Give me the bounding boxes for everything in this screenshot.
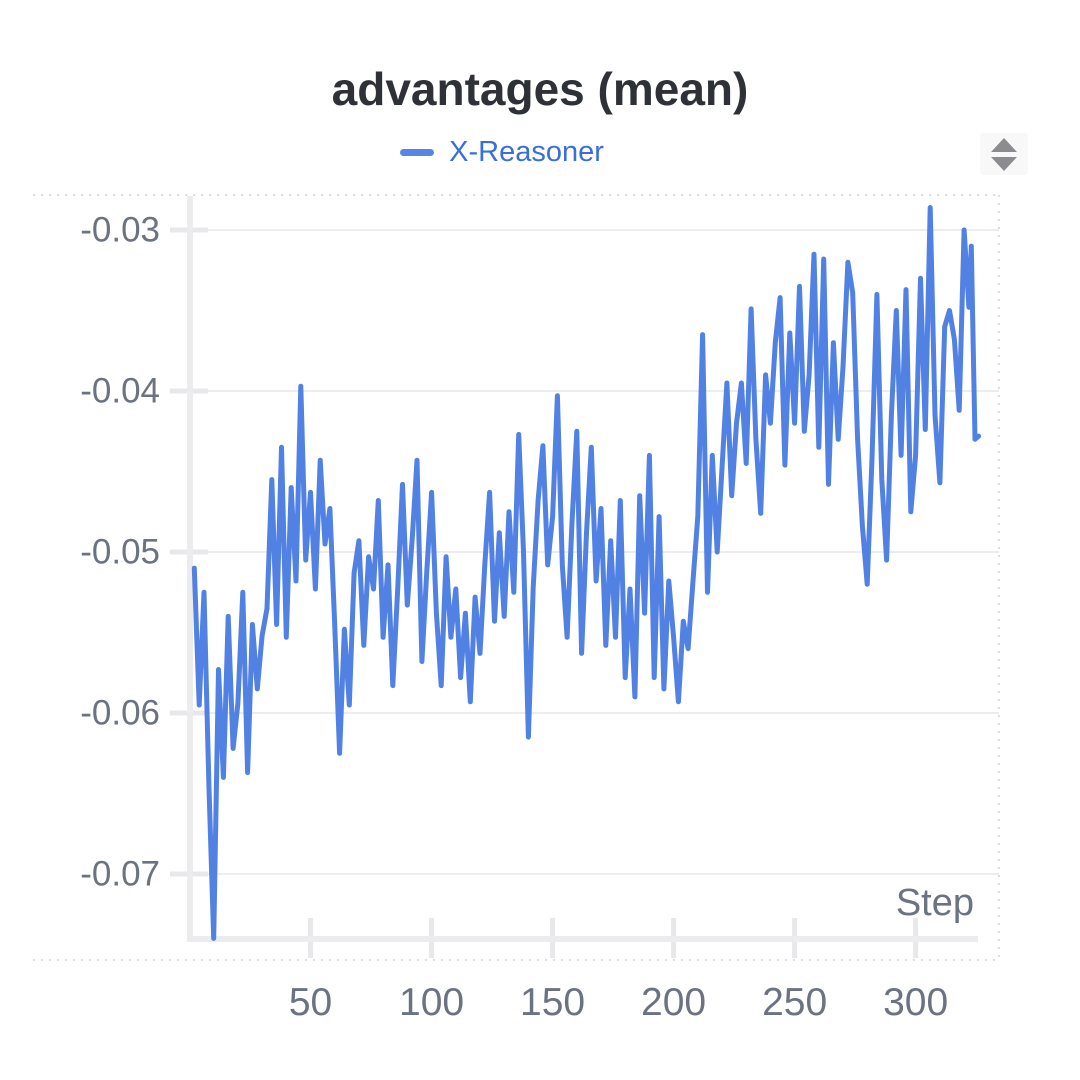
y-tick-label: -0.07: [80, 855, 160, 894]
sort-arrows-icon[interactable]: [980, 133, 1028, 175]
y-tick-label: -0.04: [80, 372, 160, 411]
y-tick-label: -0.05: [80, 533, 160, 572]
x-axis-title: Step: [896, 882, 974, 924]
x-axis-line: [187, 936, 978, 942]
x-tick-label: 250: [762, 981, 827, 1024]
x-tick-label: 300: [883, 981, 948, 1024]
y-tick-label: -0.06: [80, 694, 160, 733]
legend-label: X-Reasoner: [449, 136, 604, 168]
x-tick-label: 150: [520, 981, 585, 1024]
chart-title: advantages (mean): [331, 63, 749, 115]
sort-up-triangle-icon: [991, 137, 1017, 152]
series-line-x-reasoner[interactable]: [191, 205, 982, 941]
legend: X-Reasoner: [0, 136, 1042, 169]
legend-line-swatch: [400, 149, 435, 156]
sort-down-triangle-icon: [991, 156, 1017, 171]
y-tick-label: -0.03: [80, 211, 160, 250]
plot-dashed-border: [33, 194, 1000, 961]
legend-item-x-reasoner[interactable]: X-Reasoner: [400, 136, 604, 169]
y-axis-line: [187, 196, 193, 942]
x-tick-label: 200: [641, 981, 706, 1024]
x-tick-label: 100: [399, 981, 464, 1024]
x-tick-label: 50: [289, 981, 332, 1024]
